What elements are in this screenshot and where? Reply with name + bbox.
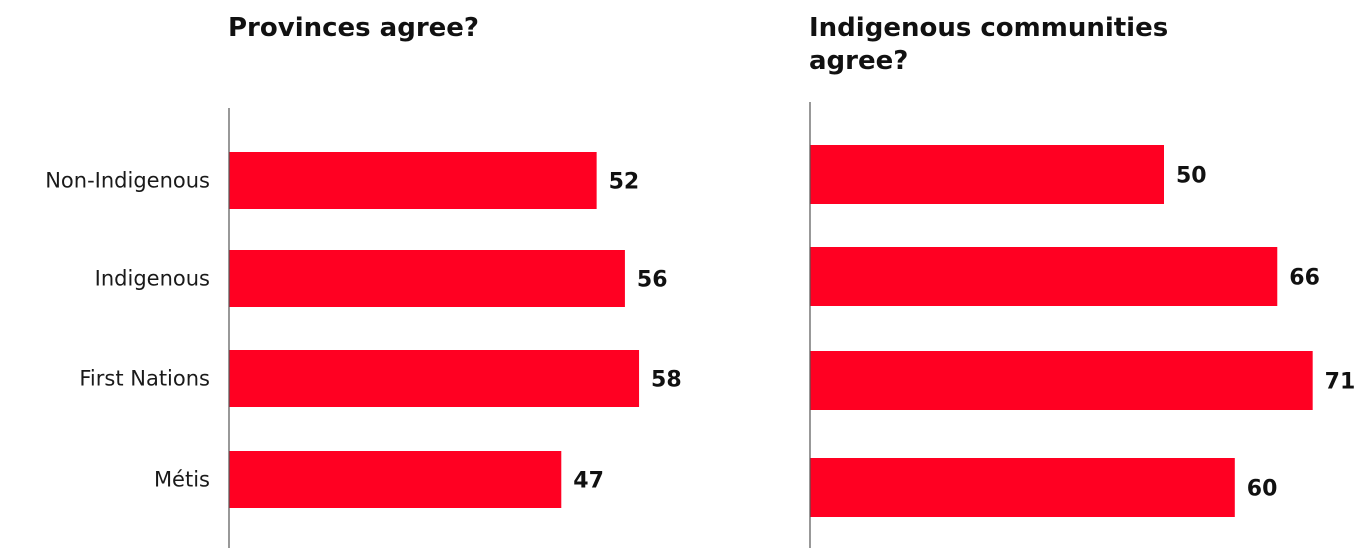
category-label-1: Non-Indigenous — [45, 169, 210, 193]
bar-2-4 — [810, 458, 1235, 517]
bar-1-4 — [229, 451, 562, 508]
category-label-4: Métis — [154, 468, 210, 492]
bar-1-2 — [229, 250, 625, 307]
data-label-1-4: 47 — [573, 469, 604, 494]
data-label-2-1: 50 — [1176, 164, 1207, 189]
bar-1-1 — [229, 152, 597, 209]
chart-title-indigenous-communities: Indigenous communities agree? — [809, 13, 1169, 76]
data-label-1-1: 52 — [609, 170, 640, 195]
chart-panel-2: 50 66 71 60 — [809, 102, 1356, 548]
bar-2-1 — [810, 145, 1164, 204]
chart-panel-1: 52 Non-Indigenous 56 Indigenous 58 First Nati… — [45, 108, 682, 548]
data-label-2-4: 60 — [1247, 477, 1278, 502]
data-label-1-3: 58 — [651, 368, 682, 393]
data-label-2-2: 66 — [1289, 266, 1320, 291]
bar-1-3 — [229, 350, 640, 407]
data-label-1-2: 56 — [637, 268, 668, 293]
chart-title-provinces: Provinces agree? — [228, 13, 480, 43]
bar-2-2 — [810, 247, 1278, 306]
category-label-3: First Nations — [79, 367, 210, 391]
data-label-2-3: 71 — [1325, 370, 1356, 395]
bar-2-3 — [810, 351, 1313, 410]
category-label-2: Indigenous — [95, 267, 210, 291]
